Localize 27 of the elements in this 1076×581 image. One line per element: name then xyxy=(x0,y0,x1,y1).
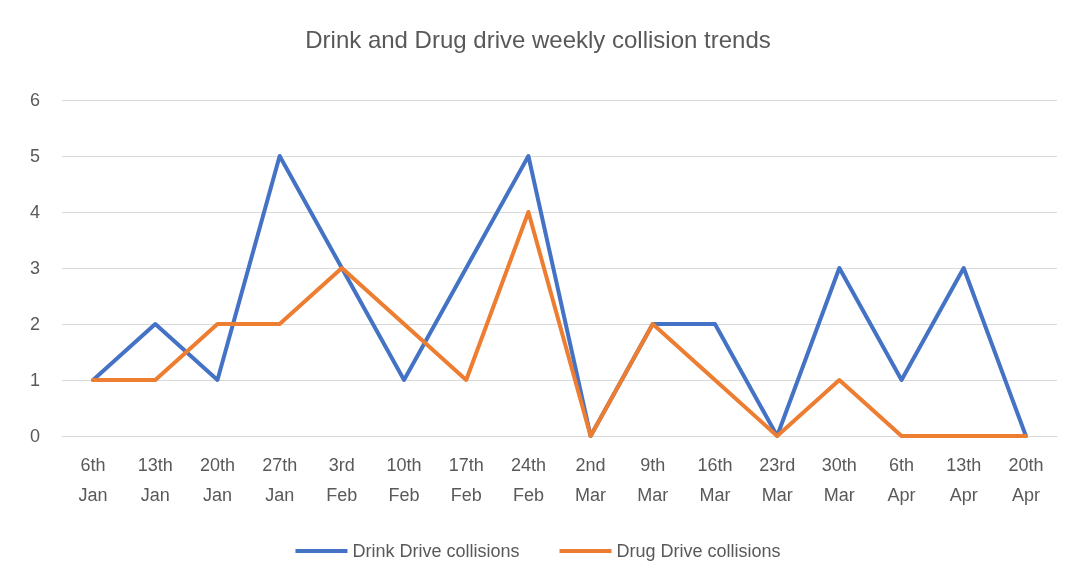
x-tick-label: 3rd Feb xyxy=(326,455,358,505)
legend-label: Drug Drive collisions xyxy=(616,541,781,561)
chart-title: Drink and Drug drive weekly collision trends xyxy=(305,25,771,53)
y-tick-label: 1 xyxy=(29,370,40,390)
x-tick-label: 6th Apr xyxy=(887,455,916,505)
x-tick-label: 24th Feb xyxy=(510,455,546,505)
y-tick-label: 6 xyxy=(29,90,40,110)
x-tick-label: 13th Jan xyxy=(137,455,173,505)
y-tick-label: 4 xyxy=(29,202,40,222)
y-tick-label: 2 xyxy=(29,314,40,334)
line-series xyxy=(91,210,1028,438)
x-tick-label: 30th Mar xyxy=(821,455,857,505)
x-tick-label: 6th Jan xyxy=(78,455,108,505)
x-tick-label: 17th Feb xyxy=(448,455,484,505)
y-tick-label: 3 xyxy=(29,258,40,278)
x-tick-label: 20th Jan xyxy=(199,455,235,505)
x-tick-label: 10th Feb xyxy=(386,455,422,505)
x-tick-label: 9th Mar xyxy=(637,455,669,505)
x-tick-label: 16th Mar xyxy=(697,455,733,505)
legend-label: Drink Drive collisions xyxy=(352,541,520,561)
x-tick-label: 13th Apr xyxy=(946,455,982,505)
x-tick-label: 27th Jan xyxy=(262,455,298,505)
y-tick-label: 5 xyxy=(29,146,40,166)
x-tick-label: 20th Apr xyxy=(1008,455,1044,505)
x-tick-label: 23rd Mar xyxy=(759,455,796,505)
y-tick-label: 0 xyxy=(29,426,40,446)
x-tick-label: 2nd Mar xyxy=(575,455,607,505)
